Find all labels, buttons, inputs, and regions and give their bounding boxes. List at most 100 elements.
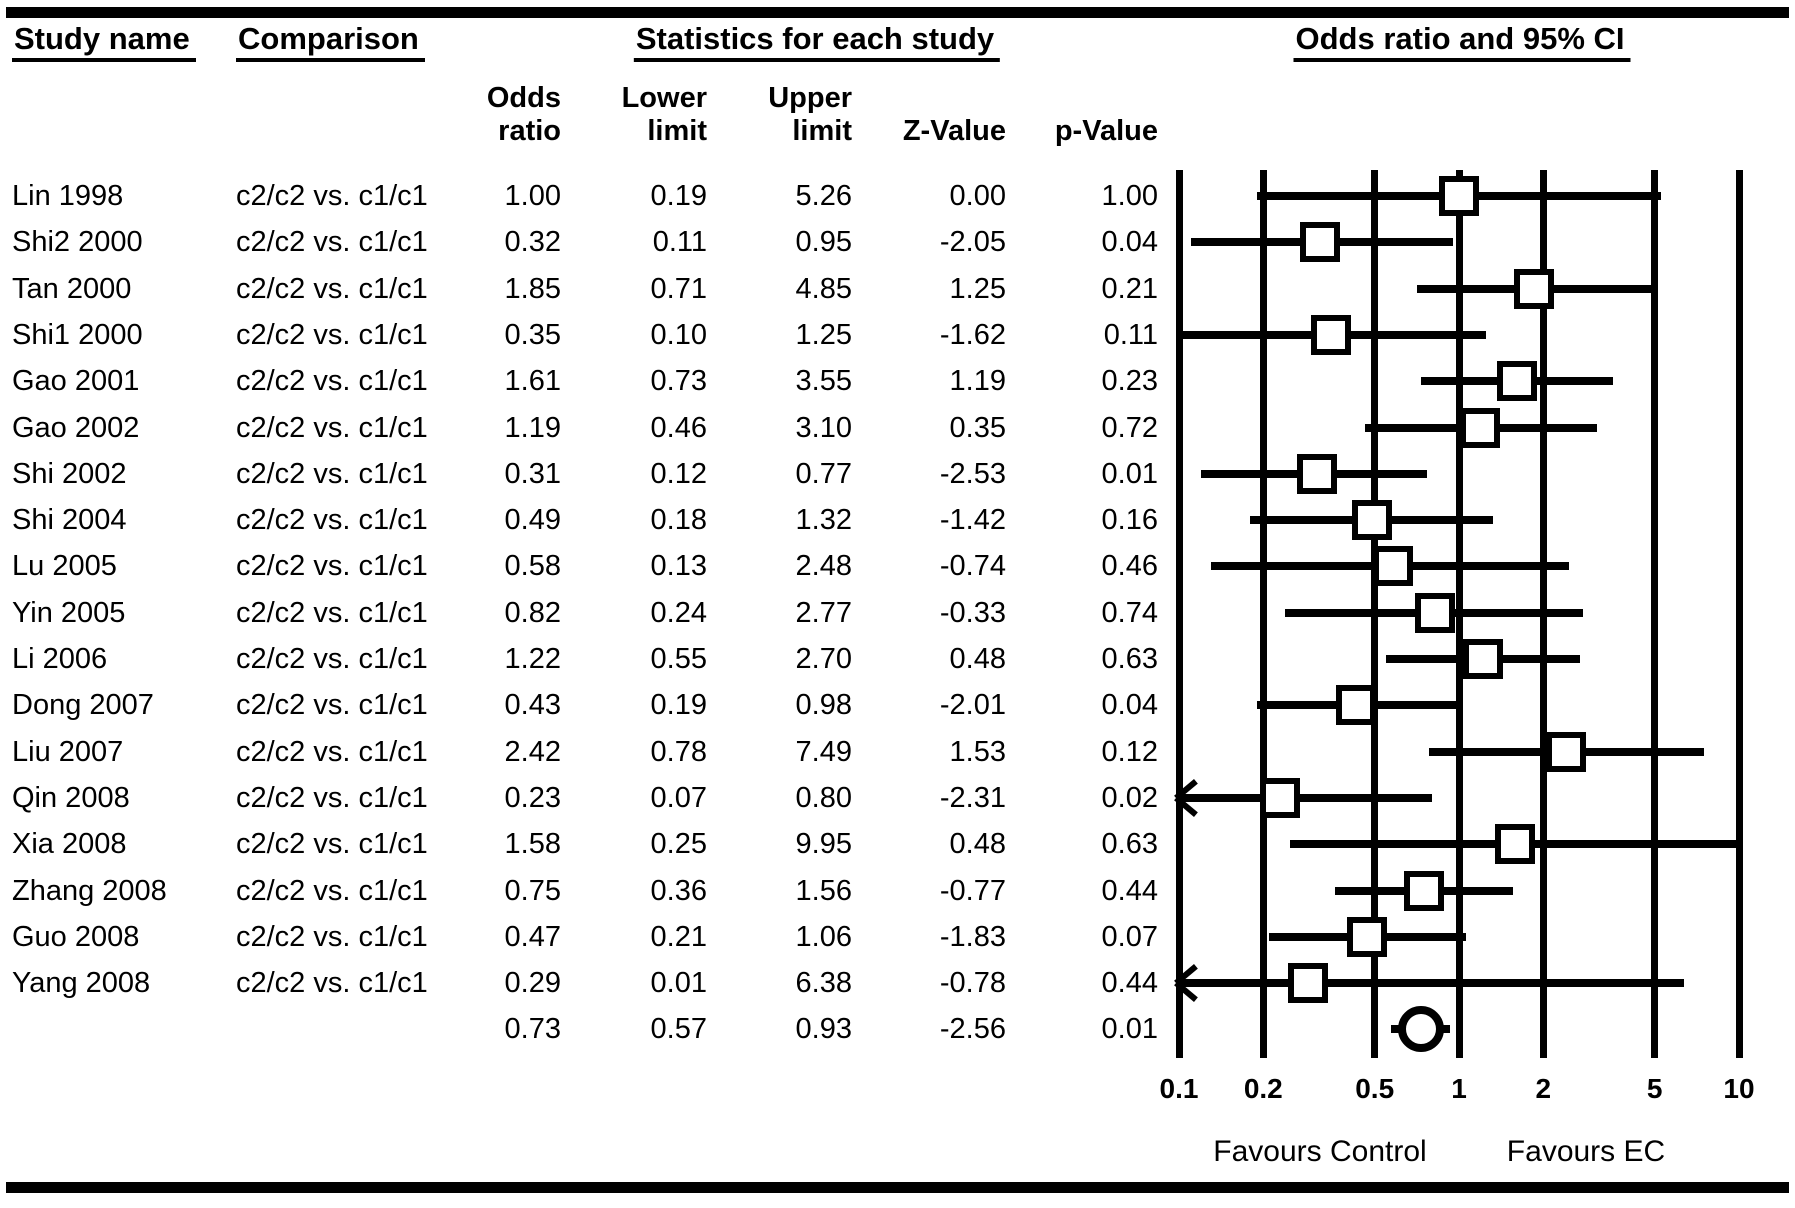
comparison-cell: c2/c2 vs. c1/c1	[236, 272, 428, 305]
p-value-cell: 0.44	[1101, 967, 1158, 1000]
upper-limit-cell: 1.32	[795, 504, 852, 537]
lower-limit-cell: 0.18	[650, 504, 707, 537]
z-value-cell: -1.42	[939, 504, 1006, 537]
axis-gridline	[1175, 170, 1183, 1058]
z-value-cell: 0.35	[949, 411, 1006, 444]
comparison-cell: c2/c2 vs. c1/c1	[236, 457, 428, 490]
study-name-cell: Shi 2004	[12, 504, 127, 537]
z-value-cell: 1.53	[949, 735, 1006, 768]
p-value-cell: 0.07	[1101, 920, 1158, 953]
column-header-lower-limit: Lower limit	[621, 82, 707, 147]
summary-odds-ratio-marker	[1397, 1006, 1444, 1053]
lower-limit-cell: 0.10	[650, 318, 707, 351]
odds-ratio-marker	[1311, 314, 1352, 355]
odds-ratio-marker	[1296, 453, 1337, 494]
odds-ratio-cell: 0.49	[504, 504, 561, 537]
study-name-cell: Lin 1998	[12, 180, 124, 212]
odds-ratio-cell: 0.31	[504, 457, 561, 490]
p-value-cell: 0.11	[1103, 318, 1158, 351]
odds-ratio-marker	[1439, 176, 1479, 216]
comparison-cell: c2/c2 vs. c1/c1	[236, 735, 428, 768]
summary-p-value-cell: 0.01	[1101, 1013, 1158, 1046]
lower-limit-cell: 0.36	[650, 874, 707, 907]
study-name-cell: Qin 2008	[12, 781, 130, 814]
axis-tick-label: 0.2	[1243, 1073, 1283, 1104]
upper-limit-cell: 2.48	[795, 550, 852, 583]
summary-odds-ratio-cell: 0.73	[504, 1013, 561, 1046]
lower-limit-cell: 0.73	[650, 365, 707, 398]
z-value-cell: 0.48	[949, 643, 1006, 675]
ci-clamped-arrow-icon	[1176, 780, 1202, 816]
odds-ratio-cell: 1.19	[504, 411, 561, 444]
favours-ec-label: Favours EC	[1506, 1135, 1666, 1168]
column-header-upper-limit: Upper limit	[768, 82, 852, 147]
p-value-cell: 0.44	[1101, 874, 1158, 907]
axis-gridline	[1259, 170, 1267, 1058]
comparison-cell: c2/c2 vs. c1/c1	[236, 365, 428, 398]
odds-ratio-cell: 1.85	[504, 272, 561, 305]
column-header-study-name: Study name	[12, 22, 196, 62]
upper-limit-cell: 0.95	[795, 226, 852, 259]
odds-ratio-marker	[1372, 546, 1413, 587]
study-name-cell: Xia 2008	[12, 828, 127, 861]
upper-limit-cell: 0.77	[795, 457, 852, 490]
odds-ratio-marker	[1496, 361, 1537, 402]
p-value-cell: 0.12	[1101, 735, 1158, 768]
upper-limit-cell: 3.10	[795, 411, 852, 444]
lower-limit-cell: 0.71	[650, 272, 707, 305]
study-name-cell: Guo 2008	[12, 920, 140, 953]
comparison-cell: c2/c2 vs. c1/c1	[236, 550, 428, 583]
odds-ratio-cell: 0.35	[504, 318, 561, 351]
z-value-cell: -1.62	[939, 318, 1006, 351]
odds-ratio-cell: 0.75	[504, 874, 561, 907]
column-header-comparison: Comparison	[236, 22, 425, 62]
odds-ratio-marker	[1546, 731, 1587, 772]
lower-limit-cell: 0.11	[652, 226, 707, 259]
lower-limit-cell: 0.12	[650, 457, 707, 490]
upper-limit-cell: 9.95	[795, 828, 852, 861]
p-value-cell: 0.01	[1101, 457, 1158, 490]
axis-tick-label: 0.5	[1355, 1073, 1395, 1104]
study-name-cell: Yang 2008	[12, 967, 151, 1000]
favours-control-label: Favours Control	[1213, 1135, 1427, 1168]
comparison-cell: c2/c2 vs. c1/c1	[236, 226, 428, 259]
confidence-interval-line	[1179, 793, 1432, 802]
z-value-cell: 1.19	[949, 365, 1006, 398]
comparison-cell: c2/c2 vs. c1/c1	[236, 920, 428, 953]
bottom-border	[6, 1182, 1789, 1193]
upper-limit-cell: 2.77	[795, 596, 852, 629]
p-value-cell: 0.02	[1101, 781, 1158, 814]
upper-limit-cell: 2.70	[795, 643, 852, 675]
odds-ratio-cell: 0.58	[504, 550, 561, 583]
odds-ratio-cell: 0.23	[504, 781, 561, 814]
ci-clamped-arrow-icon	[1176, 965, 1202, 1001]
study-name-cell: Tan 2000	[12, 272, 132, 305]
odds-ratio-marker	[1414, 592, 1455, 633]
odds-ratio-marker	[1463, 639, 1504, 679]
column-header-plot-group: Odds ratio and 95% CI	[1293, 22, 1631, 62]
study-name-cell: Yin 2005	[12, 596, 126, 629]
p-value-cell: 0.16	[1101, 504, 1158, 537]
summary-lower-limit-cell: 0.57	[650, 1013, 707, 1046]
odds-ratio-marker	[1513, 268, 1554, 309]
axis-tick-label: 1	[1451, 1073, 1467, 1104]
p-value-cell: 0.46	[1101, 550, 1158, 583]
odds-ratio-marker	[1347, 916, 1388, 957]
summary-z-value-cell: -2.56	[939, 1013, 1006, 1046]
odds-ratio-cell: 2.42	[504, 735, 561, 768]
odds-ratio-cell: 1.22	[504, 643, 561, 675]
comparison-cell: c2/c2 vs. c1/c1	[236, 643, 428, 675]
comparison-cell: c2/c2 vs. c1/c1	[236, 967, 428, 1000]
top-border	[6, 7, 1789, 18]
odds-ratio-cell: 0.82	[504, 596, 561, 629]
z-value-cell: -2.53	[939, 457, 1006, 490]
comparison-cell: c2/c2 vs. c1/c1	[236, 781, 428, 814]
odds-ratio-marker	[1300, 222, 1341, 263]
study-name-cell: Dong 2007	[12, 689, 154, 722]
p-value-cell: 0.63	[1101, 643, 1158, 675]
upper-limit-cell: 6.38	[795, 967, 852, 1000]
p-value-cell: 0.04	[1101, 226, 1158, 259]
upper-limit-cell: 1.25	[795, 318, 852, 351]
comparison-cell: c2/c2 vs. c1/c1	[236, 828, 428, 861]
